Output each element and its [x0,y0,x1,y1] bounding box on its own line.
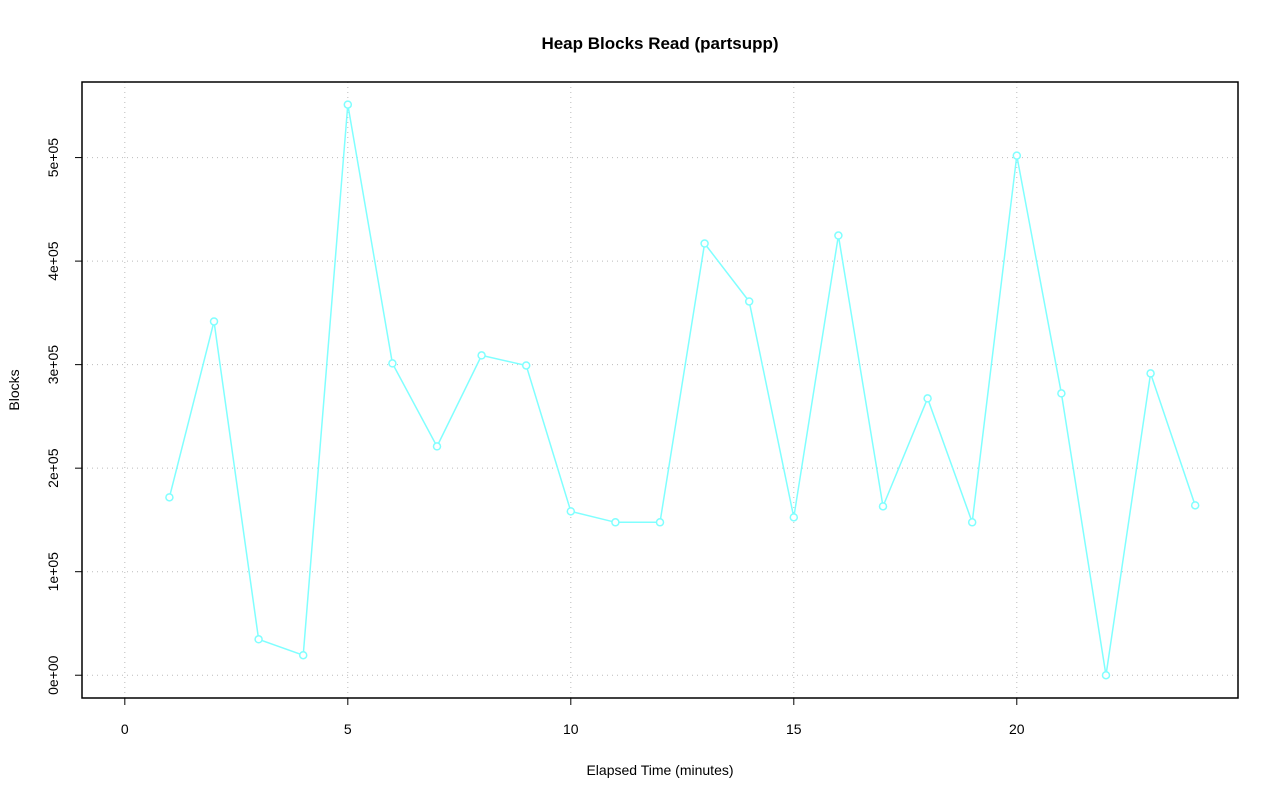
data-point [477,351,486,360]
data-point [834,231,843,240]
data-point [789,513,799,522]
data-point [967,518,977,527]
y-tick-label: 2e+05 [45,448,61,488]
data-point [1190,501,1200,510]
data-point [611,518,620,527]
x-tick-label: 0 [121,721,129,737]
y-tick-label: 0e+00 [45,655,61,695]
x-tick-label: 5 [344,721,352,737]
y-tick-label: 1e+05 [45,552,61,592]
y-tick-label: 5e+05 [45,138,61,178]
x-axis-label: Elapsed Time (minutes) [586,762,733,778]
data-point [343,100,353,109]
x-tick-label: 15 [786,721,802,737]
y-tick-label: 4e+05 [45,241,61,281]
y-tick-label: 3e+05 [45,345,61,385]
chart-title: Heap Blocks Read (partsupp) [541,34,778,53]
x-tick-label: 20 [1009,721,1025,737]
series-line [168,104,1196,676]
data-point [878,502,888,511]
data-point [1012,151,1022,160]
data-point [521,361,531,370]
data-point [700,239,709,248]
data-point [1101,670,1111,680]
data-point [209,317,219,326]
data-point [744,297,754,306]
data-point [298,650,308,660]
y-axis-label: Blocks [6,369,22,410]
data-point [923,394,932,403]
data-point [432,442,442,451]
data-point [165,493,174,502]
plot-frame [81,81,1239,699]
data-point [388,359,397,368]
data-point [254,635,263,644]
data-point [655,518,665,527]
data-point [566,507,576,516]
x-tick-label: 10 [563,721,579,737]
data-point [1057,389,1066,398]
data-point [1146,369,1155,378]
